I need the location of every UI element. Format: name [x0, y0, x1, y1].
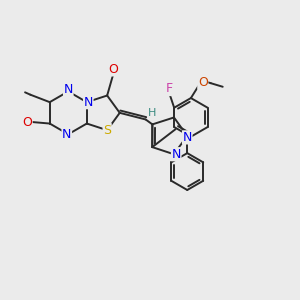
Text: H: H [148, 108, 156, 118]
Text: F: F [166, 82, 173, 95]
Text: N: N [62, 128, 71, 141]
Text: S: S [103, 124, 111, 137]
Text: N: N [84, 96, 93, 109]
Text: O: O [198, 76, 208, 89]
Text: N: N [64, 83, 73, 96]
Text: N: N [172, 148, 181, 161]
Text: N: N [183, 131, 192, 144]
Text: O: O [108, 63, 118, 76]
Text: O: O [22, 116, 32, 129]
